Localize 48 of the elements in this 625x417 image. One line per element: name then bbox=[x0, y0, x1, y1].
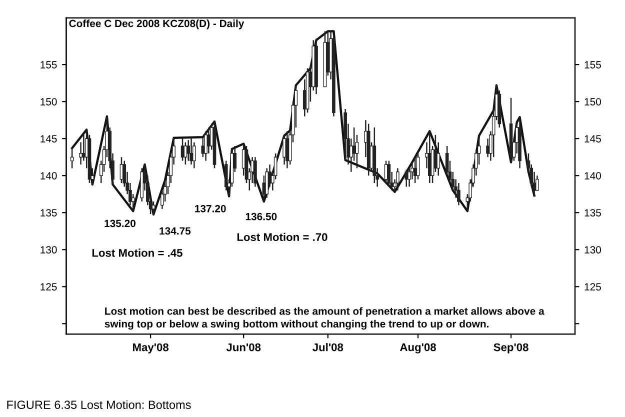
y2-tick-label: 125 bbox=[584, 283, 601, 291]
candlestick bbox=[416, 152, 420, 180]
y-tick-label: 125 bbox=[40, 283, 57, 291]
y2-tick-label: 150 bbox=[584, 98, 601, 106]
candlestick bbox=[242, 143, 246, 176]
annotation: 137.20 bbox=[195, 204, 226, 212]
y2-tick-label: 135 bbox=[584, 209, 601, 216]
candlestick bbox=[265, 168, 268, 198]
annotation: Lost Motion = .45 bbox=[92, 248, 182, 257]
y-tick-label: 145 bbox=[40, 135, 57, 142]
candlestick bbox=[190, 138, 193, 166]
candlestick bbox=[254, 156, 257, 188]
candlestick bbox=[387, 160, 391, 188]
candlestick bbox=[428, 130, 432, 184]
annotation: 134.75 bbox=[160, 227, 191, 235]
annotation: 136.50 bbox=[246, 212, 277, 220]
candlestick bbox=[180, 138, 184, 162]
y2-tick-label: 140 bbox=[584, 172, 601, 180]
annotation: 135.20 bbox=[104, 220, 136, 228]
y-tick-label: 150 bbox=[40, 98, 57, 106]
candlestick bbox=[152, 200, 156, 216]
annotation: Lost motion can best be described as the amount of penetration a market allows above a swing top or below a swing bottom without changing the trend to up or down. bbox=[104, 307, 544, 330]
x-tick-label: Aug'08 bbox=[400, 343, 436, 354]
y-tick-label: 155 bbox=[40, 61, 57, 68]
candlestick bbox=[282, 135, 286, 166]
candlestick bbox=[192, 142, 196, 169]
y-tick-label: 135 bbox=[40, 209, 57, 216]
annotation: Lost Motion = .70 bbox=[237, 232, 328, 242]
candlestick bbox=[536, 174, 539, 192]
candlestick bbox=[286, 130, 289, 169]
x-tick-label: Jun'08 bbox=[226, 343, 261, 352]
x-tick-label: Jul'08 bbox=[312, 343, 344, 352]
y2-tick-label: 155 bbox=[584, 61, 601, 68]
caption: FIGURE 6.35 Lost Motion: Bottoms bbox=[7, 400, 191, 409]
candlestick bbox=[413, 156, 417, 184]
candlestick bbox=[404, 169, 408, 188]
y-tick-label: 140 bbox=[40, 172, 57, 180]
y-tick-label: 130 bbox=[40, 246, 57, 254]
candlestick bbox=[396, 168, 400, 192]
x-tick-label: Sep'08 bbox=[494, 343, 528, 354]
y2-tick-label: 130 bbox=[584, 246, 601, 254]
candlestick bbox=[384, 160, 388, 184]
x-tick-label: May'08 bbox=[132, 343, 169, 354]
candlestick bbox=[186, 139, 190, 162]
y2-tick-label: 145 bbox=[584, 135, 601, 142]
chart-title: Coffee C Dec 2008 KCZ08(D) - Daily bbox=[69, 20, 244, 30]
candlestick bbox=[457, 182, 460, 206]
candlestick bbox=[204, 130, 208, 162]
